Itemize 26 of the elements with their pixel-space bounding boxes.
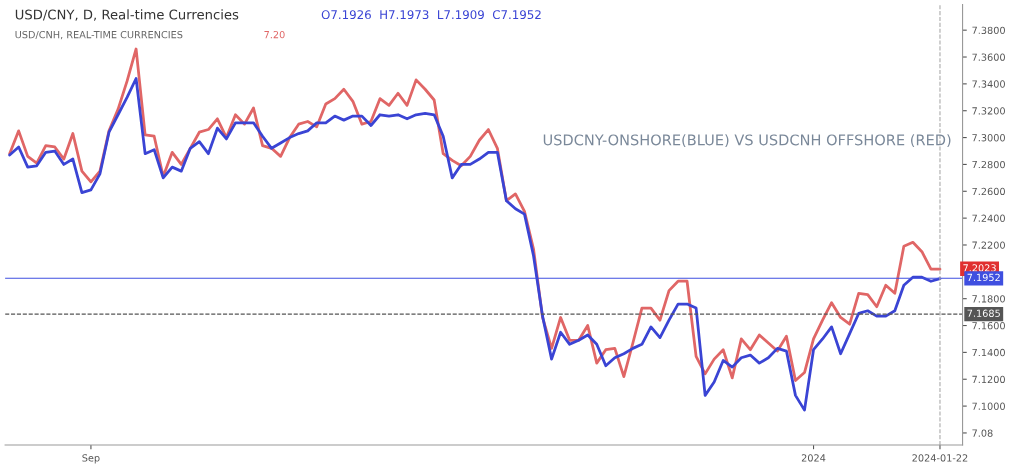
y-tick-label: 7.1400	[972, 348, 1005, 357]
annotation: USD/CNH, REAL-TIME CURRENCIES	[15, 30, 183, 40]
y-tick-label: 7.1200	[972, 375, 1005, 384]
x-tick-label: 2024-01-22	[912, 454, 968, 462]
y-tick-label: 7.2600	[972, 187, 1005, 196]
x-tick-label: 2024	[801, 454, 826, 462]
annotation: USDCNY-ONSHORE(BLUE) VS USDCNH OFFSHORE (RED)	[543, 134, 951, 148]
y-tick-label: 7.2800	[972, 160, 1005, 169]
y-tick-label: 7.3000	[972, 134, 1005, 142]
y-tick-label: 7.3400	[972, 80, 1005, 88]
annotation: O7.1926 H7.1973 L7.1909 C7.1952	[321, 10, 541, 20]
y-tick-label: 7.1000	[972, 402, 1005, 410]
y-tick-label: 7.3800	[972, 26, 1005, 34]
y-tick-label: 7.3600	[972, 53, 1005, 61]
annotation: USD/CNY, D, Real-time Currencies	[15, 9, 239, 21]
y-tick-label: 7.1600	[972, 322, 1005, 330]
ref-line-label: 7.1685	[967, 309, 1000, 317]
y-tick-label: 7.3200	[972, 107, 1005, 115]
ref-line-label: 7.1952	[967, 273, 1000, 282]
y-tick-label: 7.2200	[972, 241, 1005, 249]
annotation: 7.20	[264, 30, 285, 39]
x-tick-label: Sep	[82, 454, 100, 464]
y-tick-label: 7.2400	[972, 214, 1005, 222]
annotation: 7.2023	[963, 264, 996, 272]
y-tick-label: 7.08	[972, 429, 993, 437]
y-tick-label: 7.1800	[972, 295, 1005, 303]
